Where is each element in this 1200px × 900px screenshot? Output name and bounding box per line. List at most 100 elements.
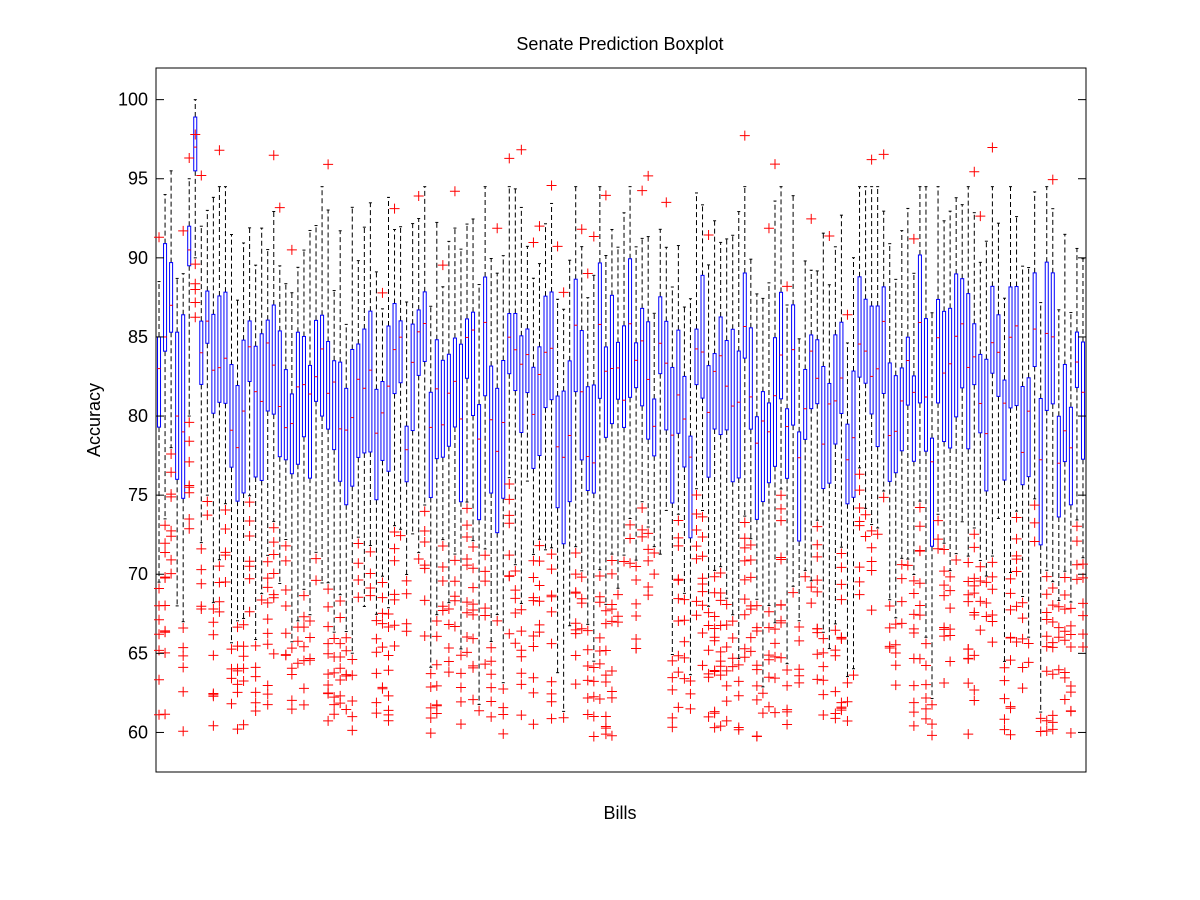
outlier-point	[208, 720, 219, 731]
outlier-point	[939, 580, 950, 591]
bill-box	[392, 229, 397, 527]
bill-box	[809, 269, 814, 582]
outlier-point	[504, 571, 515, 582]
bill-box	[217, 186, 222, 561]
outlier-point	[443, 656, 454, 667]
outlier-point	[323, 159, 334, 170]
outlier-point	[739, 517, 750, 528]
iqr-box	[416, 309, 421, 376]
outlier-point	[323, 715, 334, 726]
outlier-point	[528, 631, 539, 642]
bill-box	[555, 298, 560, 674]
iqr-box	[664, 320, 669, 431]
outlier-point	[504, 153, 515, 164]
outlier-point	[673, 540, 684, 551]
iqr-box	[446, 353, 451, 447]
outlier-point	[498, 684, 509, 695]
outlier-point	[268, 522, 279, 533]
outlier-point	[679, 636, 690, 647]
bill-box	[295, 266, 300, 622]
outlier-point	[347, 725, 358, 736]
outlier-point	[401, 626, 412, 637]
outlier-point	[534, 596, 545, 607]
bill-box	[235, 299, 240, 622]
outlier-point	[1047, 600, 1058, 611]
outlier-point	[166, 467, 177, 478]
outlier-point	[1005, 573, 1016, 584]
outlier-point	[335, 674, 346, 685]
outlier-point	[1047, 717, 1058, 728]
bill-box	[609, 228, 614, 555]
iqr-box	[211, 313, 216, 414]
iqr-box	[682, 375, 687, 468]
outlier-point	[709, 623, 720, 634]
outlier-point	[1011, 533, 1022, 544]
outlier-point	[588, 691, 599, 702]
bill-box	[247, 227, 252, 497]
outlier-point	[449, 576, 460, 587]
outlier-point	[830, 625, 841, 636]
outlier-point	[558, 712, 569, 723]
outlier-point	[468, 633, 479, 644]
outlier-point	[202, 496, 213, 507]
bill-box	[652, 312, 657, 548]
iqr-box	[1050, 272, 1055, 405]
iqr-box	[362, 328, 367, 454]
iqr-box	[295, 331, 300, 465]
outlier-point	[280, 540, 291, 551]
outlier-point	[534, 627, 545, 638]
iqr-box	[253, 345, 258, 478]
bill-box	[622, 212, 627, 556]
outlier-point	[262, 689, 273, 700]
bill-box	[458, 248, 463, 650]
outlier-point	[963, 596, 974, 607]
outlier-point	[594, 658, 605, 669]
outlier-point	[468, 541, 479, 552]
bill-box	[283, 283, 288, 540]
outlier-point	[304, 655, 315, 666]
iqr-box	[259, 333, 264, 481]
outlier-point	[528, 595, 539, 606]
outlier-point	[866, 565, 877, 576]
outlier-point	[999, 714, 1010, 725]
outlier-point	[570, 548, 581, 559]
bill-box	[368, 202, 373, 547]
bill-box	[344, 323, 349, 632]
outlier-point	[455, 682, 466, 693]
outlier-point	[606, 665, 617, 676]
outlier-point	[812, 623, 823, 634]
outlier-point	[1059, 626, 1070, 637]
iqr-box	[398, 320, 403, 384]
outlier-point	[268, 150, 279, 161]
outlier-point	[226, 644, 237, 655]
iqr-box	[507, 313, 512, 375]
outlier-point	[486, 682, 497, 693]
outlier-point	[890, 647, 901, 658]
iqr-box	[392, 303, 397, 395]
outlier-point	[860, 531, 871, 542]
outlier-point	[1065, 641, 1076, 652]
bill-box	[863, 186, 868, 509]
outlier-point	[383, 690, 394, 701]
outlier-point	[721, 665, 732, 676]
bill-box	[688, 298, 693, 676]
outlier-point	[612, 589, 623, 600]
outlier-point	[812, 521, 823, 532]
bill-box	[634, 246, 639, 561]
outlier-point	[244, 530, 255, 541]
outlier-point	[154, 614, 165, 625]
outlier-point	[866, 556, 877, 567]
outlier-point	[818, 689, 829, 700]
outlier-point	[1065, 705, 1076, 716]
outlier-point	[637, 531, 648, 542]
iqr-box	[537, 346, 542, 457]
outlier-point	[1047, 642, 1058, 653]
outlier-point	[468, 694, 479, 705]
outlier-point	[763, 622, 774, 633]
outlier-point	[262, 573, 273, 584]
iqr-box	[640, 307, 645, 407]
outlier-point	[667, 655, 678, 666]
outlier-point	[631, 598, 642, 609]
outlier-point	[600, 711, 611, 722]
outlier-point	[335, 698, 346, 709]
